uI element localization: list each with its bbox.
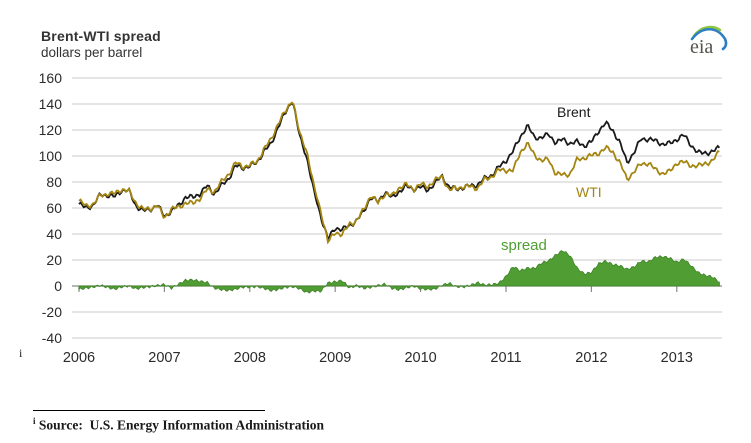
y-tick-label: 60	[46, 200, 62, 216]
y-tick-label: 20	[46, 252, 62, 268]
x-tick-label: 2008	[234, 350, 266, 366]
brent-line	[78, 102, 721, 242]
spread-series-label: spread	[501, 237, 547, 254]
y-tick-label: 160	[39, 70, 63, 86]
y-tick-label: -20	[42, 304, 62, 320]
eia-logo: eia	[690, 25, 728, 58]
x-tick-label: 2013	[661, 350, 693, 366]
x-tick-label: 2006	[63, 350, 95, 366]
y-tick-label: 120	[39, 122, 63, 138]
y-tick-label: 0	[54, 278, 62, 294]
page-title: Brent-WTI spread	[41, 28, 161, 44]
chart-units-subtitle: dollars per barrel	[41, 45, 143, 60]
x-tick-label: 2011	[490, 350, 521, 366]
source-footnote-marker: i	[33, 416, 36, 426]
logo-swoosh-blue-icon	[690, 27, 728, 51]
x-tick-label: 2007	[148, 350, 180, 366]
source-text: U.S. Energy Information Administration	[89, 417, 325, 433]
y-tick-label: 80	[46, 174, 62, 190]
y-tick-label: 40	[46, 226, 62, 242]
spread-area	[78, 250, 720, 294]
y-tick-label: 100	[39, 148, 63, 164]
y-tick-label: -40	[42, 330, 62, 346]
footnote-marker: i	[19, 346, 23, 360]
x-tick-label: 2012	[575, 350, 607, 366]
brent-series-label: Brent	[557, 104, 591, 120]
y-tick-label: 140	[39, 96, 63, 112]
x-tick-label: 2010	[404, 350, 436, 366]
logo-text: eia	[690, 36, 713, 58]
x-tick-label: 2009	[319, 350, 351, 366]
wti-series-label: WTI	[576, 184, 602, 200]
source-label: Source:	[38, 417, 83, 433]
footnote-divider	[33, 410, 265, 411]
source-line: i Source: U.S. Energy Information Admini…	[33, 416, 324, 434]
wti-line	[78, 101, 720, 245]
